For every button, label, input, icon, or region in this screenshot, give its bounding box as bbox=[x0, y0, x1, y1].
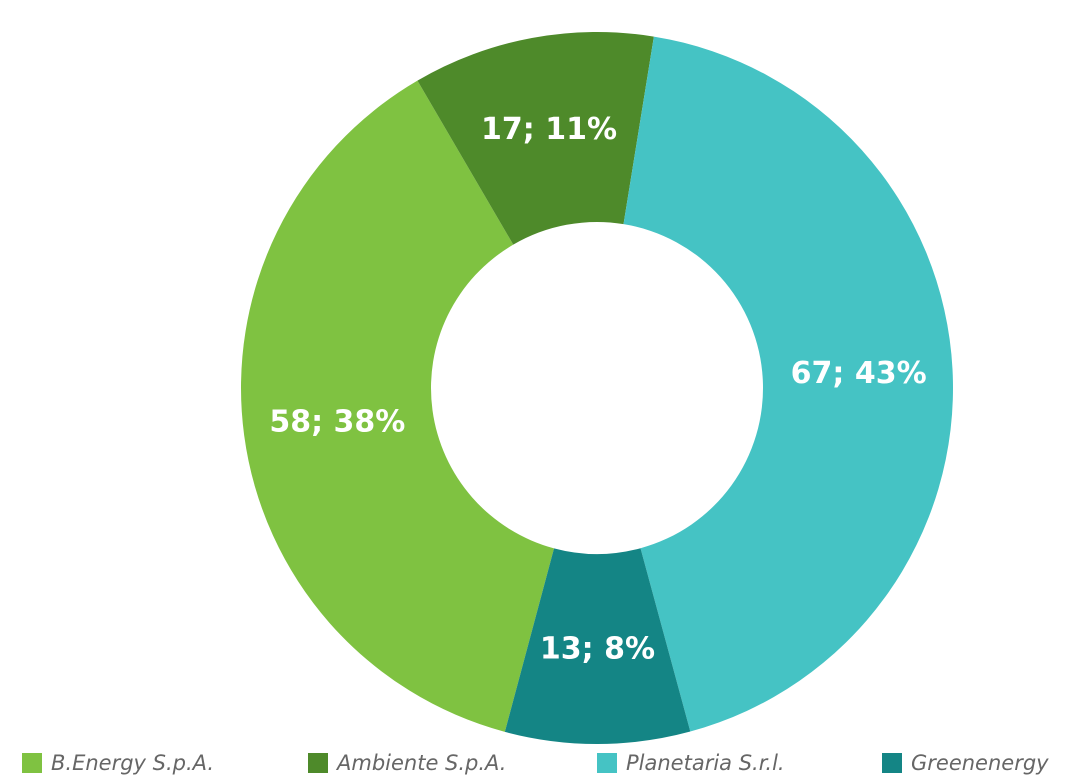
slice-label: 17; 11% bbox=[481, 112, 617, 147]
legend-swatch bbox=[308, 753, 328, 773]
legend-label: Greenenergy bbox=[911, 751, 1049, 775]
slice-label: 13; 8% bbox=[540, 631, 655, 666]
legend-swatch bbox=[882, 753, 902, 773]
legend-label: B.Energy S.p.A. bbox=[51, 751, 214, 775]
slice-label: 58; 38% bbox=[269, 404, 405, 439]
donut-slice bbox=[623, 36, 954, 732]
donut-slice bbox=[504, 548, 691, 744]
legend-label: Ambiente S.p.A. bbox=[335, 751, 507, 775]
donut-slice bbox=[241, 80, 555, 732]
legend-label: Planetaria S.r.l. bbox=[626, 751, 785, 775]
donut-slice bbox=[417, 32, 654, 245]
slice-label: 67; 43% bbox=[791, 356, 927, 391]
legend-swatch bbox=[22, 753, 42, 773]
legend-swatch bbox=[597, 753, 617, 773]
